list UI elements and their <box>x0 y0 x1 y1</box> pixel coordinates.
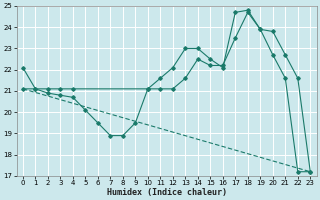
X-axis label: Humidex (Indice chaleur): Humidex (Indice chaleur) <box>107 188 227 197</box>
